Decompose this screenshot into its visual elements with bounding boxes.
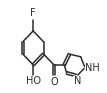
Text: NH: NH xyxy=(85,63,100,73)
Text: O: O xyxy=(50,77,58,87)
Text: HO: HO xyxy=(26,76,41,86)
Text: F: F xyxy=(30,8,36,18)
Text: N: N xyxy=(74,76,81,86)
